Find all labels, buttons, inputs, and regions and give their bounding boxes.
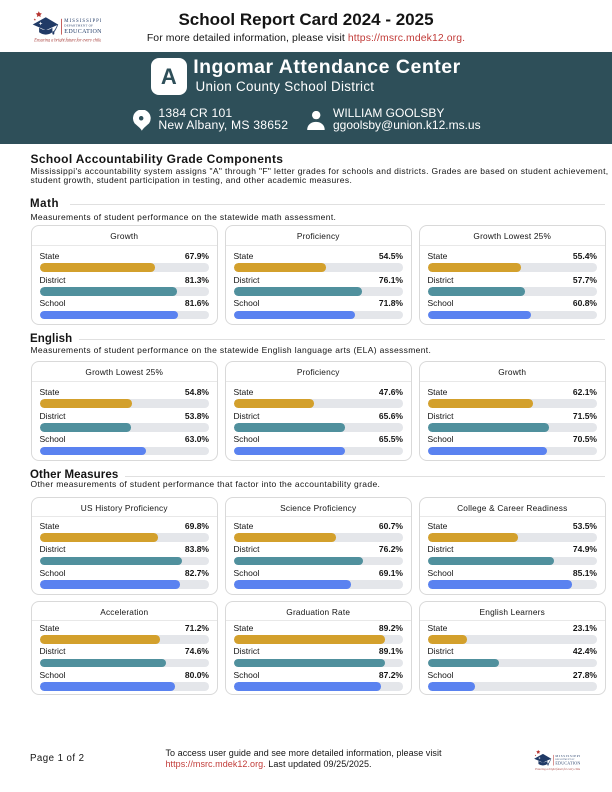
- svg-text:MISSISSIPPI: MISSISSIPPI: [555, 754, 580, 758]
- svg-text:MISSISSIPPI: MISSISSIPPI: [64, 19, 101, 24]
- svg-text:EDUCATION: EDUCATION: [64, 29, 101, 35]
- svg-text:Ensuring a bright future for e: Ensuring a bright future for every child: [33, 39, 101, 42]
- svg-text:DEPARTMENT OF: DEPARTMENT OF: [555, 758, 575, 761]
- svg-text:EDUCATION: EDUCATION: [555, 760, 580, 765]
- svg-text:Ensuring a bright future for e: Ensuring a bright future for every child: [534, 767, 580, 770]
- svg-text:DEPARTMENT OF: DEPARTMENT OF: [64, 23, 93, 27]
